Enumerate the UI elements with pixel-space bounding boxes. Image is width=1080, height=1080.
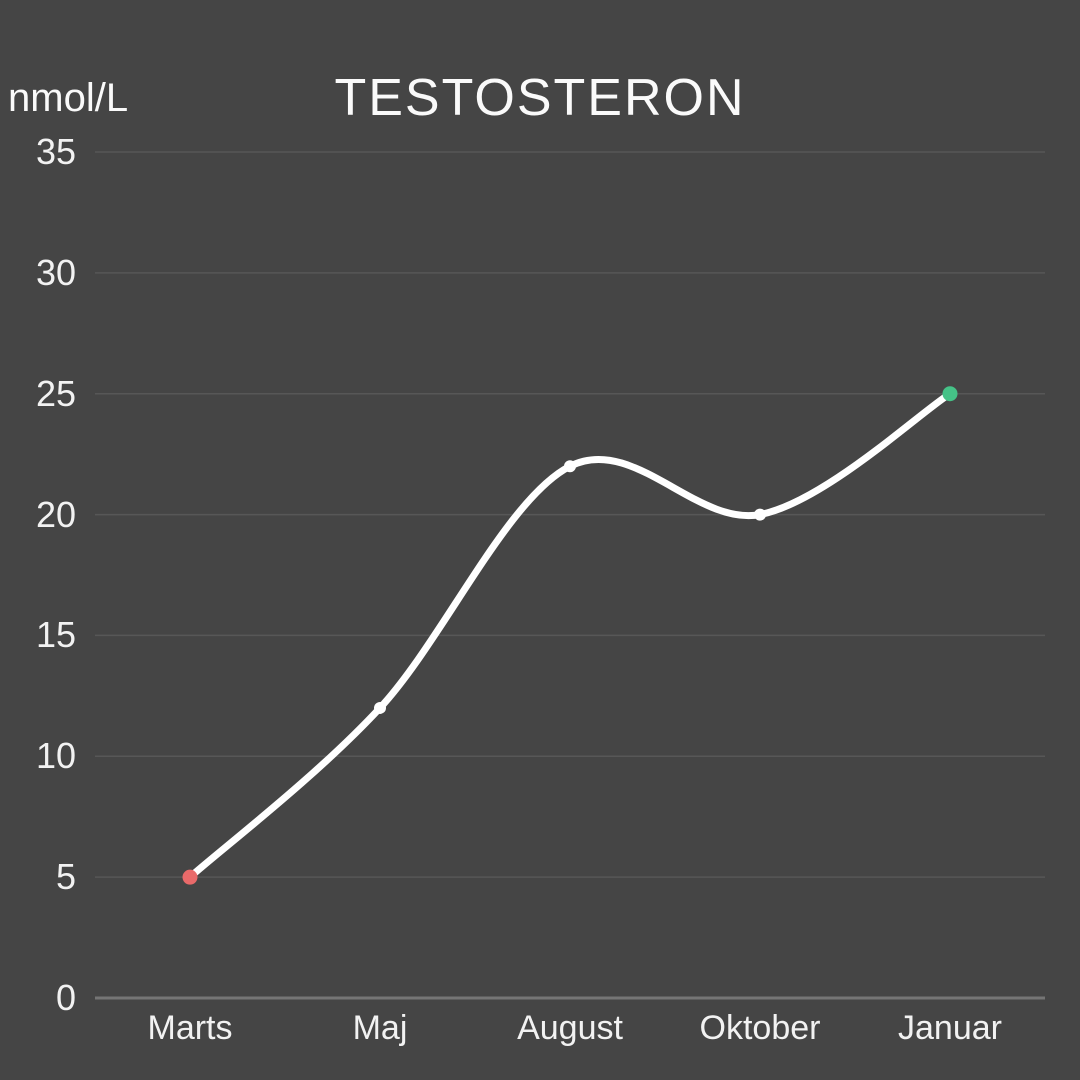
y-tick-label: 10 (35, 735, 76, 777)
y-tick-label: 25 (35, 372, 76, 414)
x-tick-label: Marts (147, 1009, 233, 1047)
y-tick-label: 0 (55, 977, 76, 1018)
data-point-marker (942, 386, 958, 402)
x-tick-label: Oktober (699, 1009, 821, 1047)
data-point-marker (374, 701, 386, 714)
y-tick-label: 5 (55, 856, 76, 898)
y-tick-label: 30 (35, 251, 76, 293)
y-tick-label: 20 (35, 493, 76, 535)
data-point-marker (182, 869, 198, 885)
data-point-marker (754, 508, 766, 521)
y-tick-label: 35 (35, 131, 76, 172)
x-tick-label: Maj (352, 1009, 408, 1047)
y-axis-unit-label: nmol/L (8, 76, 129, 120)
x-tick-label: Januar (898, 1009, 1002, 1047)
y-tick-label: 15 (35, 614, 76, 656)
chart-title: TESTOSTERON (334, 69, 746, 127)
x-tick-label: August (517, 1009, 623, 1047)
data-point-marker (564, 460, 576, 473)
